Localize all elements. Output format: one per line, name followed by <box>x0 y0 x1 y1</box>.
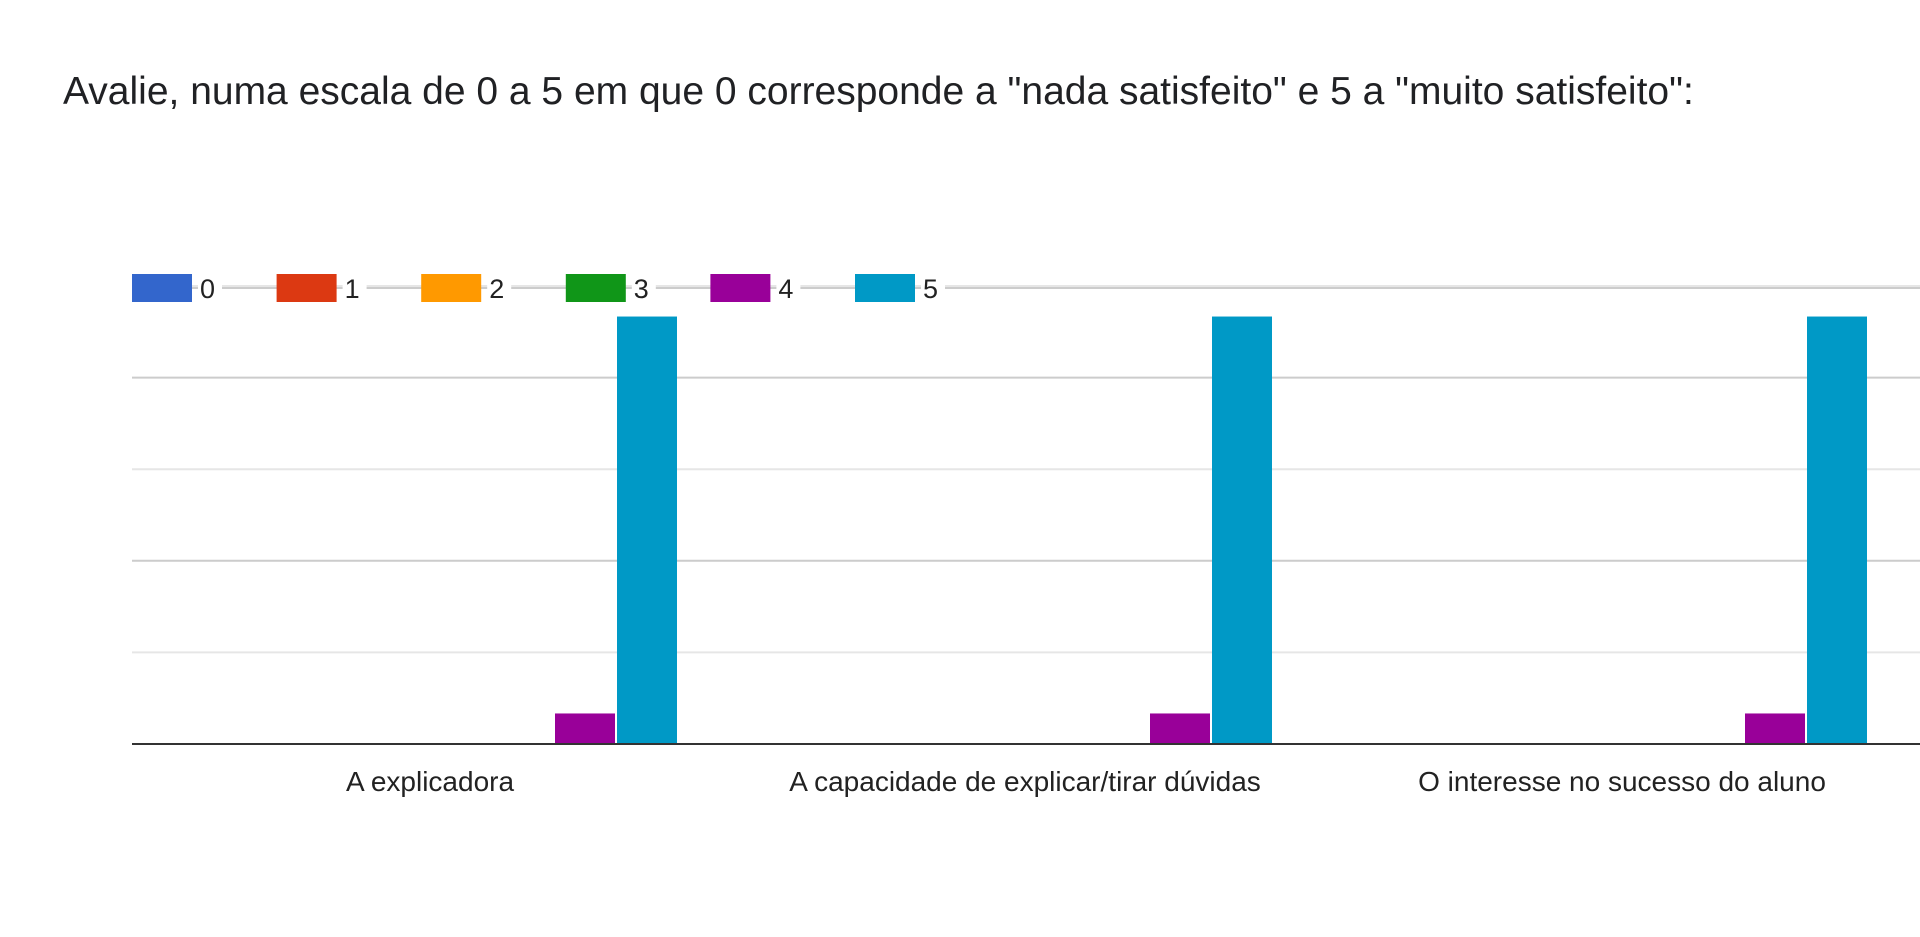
legend-label-bg <box>342 270 367 306</box>
bar-4-1 <box>1150 713 1210 744</box>
legend-swatch-5[interactable] <box>855 274 915 302</box>
bar-4-0 <box>555 713 615 744</box>
legend-label-bg <box>921 270 945 306</box>
legend-label-3: 3 <box>634 274 649 304</box>
bars <box>555 316 1867 744</box>
legend-label-4: 4 <box>778 274 793 304</box>
x-tick-label: A explicadora <box>346 766 515 797</box>
legend-label-2: 2 <box>489 274 504 304</box>
legend-label-0: 0 <box>200 274 215 304</box>
legend-label-bg <box>776 270 801 306</box>
legend-swatch-2[interactable] <box>421 274 482 302</box>
legend-label-bg <box>487 270 512 306</box>
bar-5-1 <box>1212 316 1272 744</box>
bar-4-2 <box>1745 713 1805 744</box>
x-tick-label: O interesse no sucesso do aluno <box>1418 766 1826 797</box>
bar-5-2 <box>1807 316 1867 744</box>
legend-swatch-3[interactable] <box>565 274 626 302</box>
x-tick-label: A capacidade de explicar/tirar dúvidas <box>789 766 1261 797</box>
legend-swatch-1[interactable] <box>276 274 337 302</box>
x-tick-labels: A explicadora A capacidade de explicar/ti… <box>346 766 1826 797</box>
legend: 0 1 2 3 4 5 <box>132 270 1920 306</box>
legend-label-bg <box>631 270 656 306</box>
legend-label-1: 1 <box>345 274 360 304</box>
gridlines <box>132 285 1920 654</box>
bar-5-0 <box>617 316 677 744</box>
legend-swatch-4[interactable] <box>710 274 771 302</box>
legend-label-bg <box>198 270 222 306</box>
legend-swatch-0[interactable] <box>132 274 192 302</box>
legend-label-5: 5 <box>923 274 938 304</box>
chart-title: Avalie, numa escala de 0 a 5 em que 0 co… <box>63 70 1694 113</box>
